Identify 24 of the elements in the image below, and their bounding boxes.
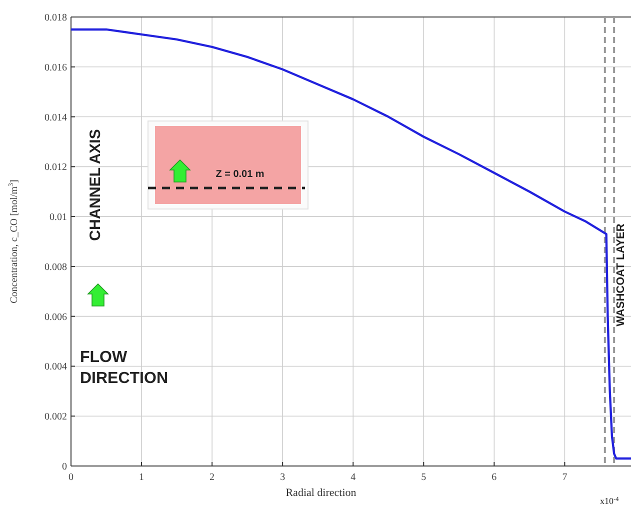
y-tick-label: 0.002 [44, 412, 67, 423]
x-tick-label: 3 [280, 472, 286, 483]
y-tick-label: 0.012 [44, 162, 67, 174]
y-tick-label: 0.016 [44, 62, 67, 74]
x-tick-label: 2 [210, 472, 215, 483]
x-axis-title: Radial direction [286, 487, 357, 499]
y-tick-label: 0.006 [44, 312, 67, 323]
x-tick-label: 1 [139, 472, 144, 483]
x-tick-label: 4 [350, 472, 356, 483]
annotation: FLOW DIRECTION [80, 349, 168, 387]
y-tick-label: 0.008 [44, 262, 67, 273]
x-tick-label: 7 [562, 472, 568, 483]
x-tick-label: 6 [492, 472, 497, 483]
y-tick-label: 0.018 [44, 12, 67, 24]
y-tick-label: 0 [62, 462, 67, 472]
y-tick-label: 0.004 [44, 362, 67, 373]
y-tick-label: 0.014 [44, 112, 67, 124]
annotation: WASHCOAT LAYER [615, 224, 627, 326]
line-series [70, 28, 631, 460]
annotation: Z = 0.01 m [216, 169, 264, 180]
annotation: CHANNEL AXIS [87, 129, 104, 241]
y-tick-label: 0.01 [50, 212, 67, 224]
text: x10$^{-4}$ [600, 496, 620, 506]
x-tick-label: 5 [421, 472, 426, 483]
